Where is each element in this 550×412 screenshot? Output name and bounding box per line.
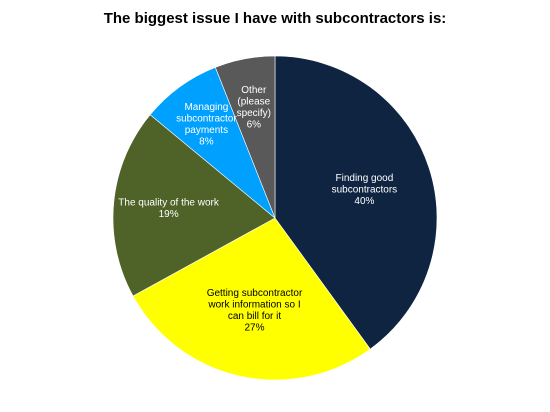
pie-category-label-line: Other <box>241 85 267 96</box>
pie-label-getting-subcontractor-work-information-so-i-can-bill-for-it: Getting subcontractor work information so… <box>207 288 303 334</box>
pie-category-label-line: subcontractors <box>332 185 398 196</box>
pie-category-label-line: can bill for it <box>228 311 282 322</box>
pie-category-label-line: subcontractor <box>176 113 237 124</box>
pie-category-label-line: payments <box>185 125 228 136</box>
pie-label-managing-subcontractor-payments: Managing subcontractor payments 8% <box>176 102 237 147</box>
pie-slices <box>112 55 438 381</box>
pie-value-label: 40% <box>354 196 374 207</box>
pie-category-label-line: The quality of the work <box>118 198 220 209</box>
pie-category-label-line: Finding good <box>335 173 393 184</box>
pie-label-finding-good-subcontractors: Finding good subcontractors 40% <box>332 173 398 207</box>
pie-slice-other-please-specify <box>214 55 276 219</box>
pie-value-label: 19% <box>159 209 179 220</box>
pie-category-label-line: (please <box>237 96 270 107</box>
pie-label-other-please-specify: Other (please specify) 6% <box>237 85 271 130</box>
pie-value-label: 27% <box>244 322 264 333</box>
chart-title: The biggest issue I have with subcontrac… <box>103 10 447 27</box>
pie-category-label-line: work information so I <box>207 299 300 310</box>
pie-category-label-line: Getting subcontractor <box>207 288 303 299</box>
pie-slice-the-quality-of-the-work <box>112 114 276 297</box>
pie-category-label-line: Managing <box>184 102 228 113</box>
pie-value-label: 8% <box>199 136 214 147</box>
pie-slice-finding-good-subcontractors <box>274 55 438 350</box>
pie-label-the-quality-of-the-work: The quality of the work 19% <box>118 198 220 221</box>
pie-slice-getting-subcontractor-work-information-so-i-can-bill-for-it <box>132 217 371 381</box>
pie-value-label: 6% <box>247 119 262 130</box>
pie-labels: Finding good subcontractors 40% Getting sub… <box>118 85 398 334</box>
pie-category-label-line: specify) <box>237 108 271 119</box>
